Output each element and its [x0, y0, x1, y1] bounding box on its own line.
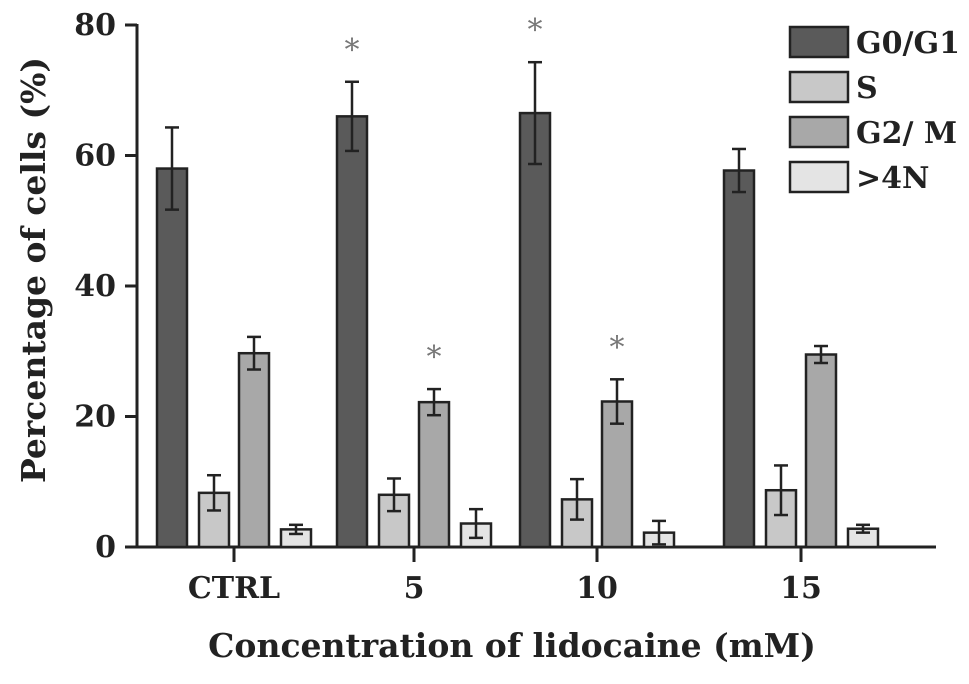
significance-marker: * [427, 340, 442, 375]
x-axis-title: Concentration of lidocaine (mM) [208, 626, 816, 665]
legend-label: G2/ M [856, 116, 957, 151]
x-tick-label: 15 [780, 571, 822, 606]
x-tick-label: CTRL [188, 571, 280, 606]
bar [417, 400, 451, 549]
x-ticks: CTRL 5 10 15 [188, 547, 822, 606]
legend: G0/G1 S G2/ M >4N [788, 25, 960, 196]
significance-marker: * [345, 33, 360, 68]
legend-swatch [788, 25, 850, 59]
legend-swatch [788, 70, 850, 104]
bar [335, 115, 369, 549]
bar [237, 351, 271, 549]
y-tick-label: 0 [95, 530, 116, 565]
significance-marker: * [528, 13, 543, 48]
x-tick-label: 5 [404, 571, 425, 606]
bar [722, 169, 756, 549]
y-ticks: 0 20 40 60 80 [74, 8, 137, 565]
bar [600, 400, 634, 549]
legend-label: >4N [856, 161, 929, 196]
bar [518, 111, 552, 549]
legend-label: G0/G1 [856, 26, 960, 61]
y-tick-label: 40 [74, 269, 116, 304]
bar [155, 167, 189, 549]
y-tick-label: 60 [74, 139, 116, 174]
bars: * * * * [155, 13, 880, 549]
legend-label: S [856, 71, 878, 106]
bar [804, 353, 838, 549]
y-tick-label: 20 [74, 400, 116, 435]
significance-marker: * [610, 330, 625, 365]
legend-swatch [788, 115, 850, 149]
y-tick-label: 80 [74, 8, 116, 43]
x-tick-label: 10 [576, 571, 618, 606]
y-axis-title: Percentage of cells (%) [14, 57, 53, 483]
legend-swatch [788, 160, 850, 194]
